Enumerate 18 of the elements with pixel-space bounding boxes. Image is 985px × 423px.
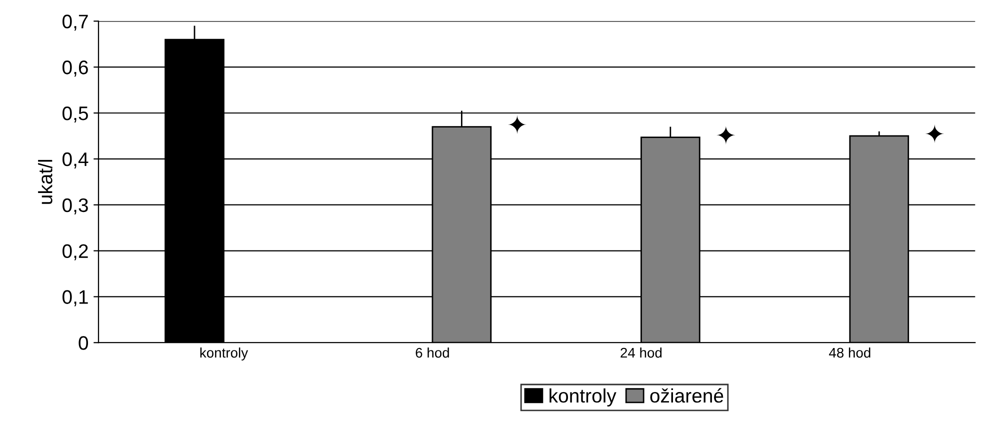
x-tick-label: 6 hod: [416, 347, 449, 358]
y-tick-label: 0,2: [62, 244, 88, 260]
annotation: ✦: [925, 124, 944, 144]
x-tick-label: kontroly: [200, 347, 248, 360]
y-tick-label: 0,6: [62, 60, 88, 77]
y-tick-label: 0,4: [62, 152, 88, 168]
y-tick-label: 0,7: [62, 14, 88, 31]
legend-label: kontroly: [550, 388, 616, 407]
annotation: ✦: [508, 115, 527, 134]
y-tick-label: 0: [78, 336, 88, 350]
annotation: ✦: [716, 126, 736, 145]
y-axis-title: ukat/l: [38, 160, 52, 204]
y-tick-label: 0,3: [62, 198, 88, 214]
legend-label: ožiarené: [650, 388, 724, 403]
y-tick-label: 0,1: [62, 290, 88, 306]
x-tick-label: 48 hod: [828, 347, 870, 358]
x-tick-label: 24 hod: [620, 347, 662, 358]
y-tick-label: 0,5: [62, 106, 88, 123]
